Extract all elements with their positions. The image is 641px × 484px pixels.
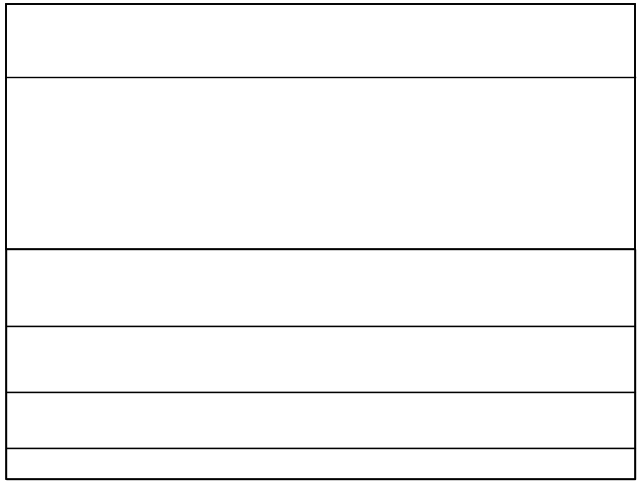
Text: a)  $H(j\omega) = \frac{1}{R_S}\frac{j\omega L}{1+j\omega\!\left(\frac{R_o+R_S}{: a) $H(j\omega) = \frac{1}{R_S}\frac{j\om… (28, 271, 229, 305)
Text: -: - (502, 209, 508, 224)
Text: $R_o$: $R_o$ (421, 161, 437, 176)
Text: +: + (502, 115, 515, 130)
Text: Derive the voltage frequency response $H(j\omega) = V_o(j\omega)/V_i(j\omega)$ o: Derive the voltage frequency response $H… (31, 24, 519, 43)
Text: +: + (194, 117, 207, 132)
Text: circuit in next figure: circuit in next figure (31, 57, 185, 71)
Text: -: - (194, 207, 200, 222)
Text: d) none of the above: d) none of the above (28, 456, 187, 470)
Text: b)  $H(j\omega) = \frac{R_o}{R_o+R_S}\frac{1+(j\omega)^2LC}{1+j\omega\!\left(\fr: b) $H(j\omega) = \frac{R_o}{R_o+R_S}\fra… (28, 342, 253, 377)
Text: c)  $H(j\omega) = \frac{1}{\left(1+\frac{R_S}{R_o}\right)}\frac{1+(j\omega)^2LC}: c) $H(j\omega) = \frac{1}{\left(1+\frac{… (28, 402, 218, 438)
Text: $V_i(j\omega)$: $V_i(j\omega)$ (147, 160, 186, 177)
Text: $V_o(j\omega)$: $V_o(j\omega)$ (524, 160, 565, 177)
Text: $C$: $C$ (402, 162, 413, 175)
Text: $L$: $L$ (290, 162, 299, 175)
Text: $R_S$: $R_S$ (245, 80, 261, 95)
